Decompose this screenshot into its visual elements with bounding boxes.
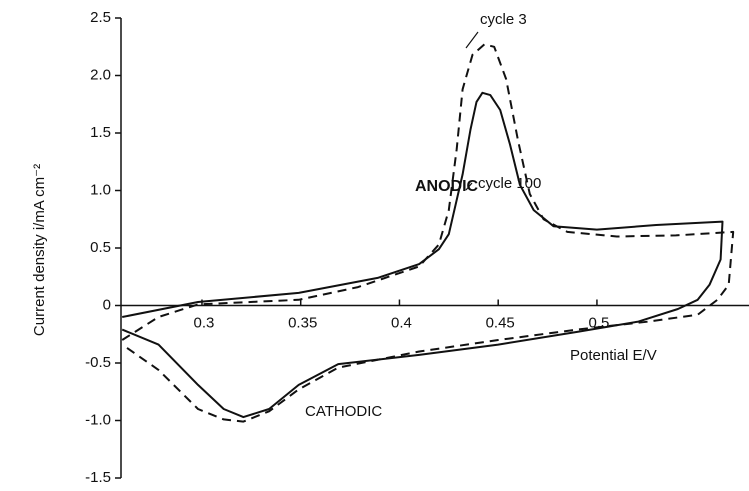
x-tick-label: 0.4	[391, 314, 412, 331]
cv-curve	[121, 43, 735, 423]
series-label: cycle 100	[478, 175, 541, 192]
y-tick-label: 0	[103, 296, 111, 313]
y-tick-label: 2.5	[90, 9, 111, 26]
leader-line	[465, 31, 479, 49]
y-tick-label: -1.5	[85, 469, 111, 486]
y-tick-label: -0.5	[85, 354, 111, 371]
y-tick-label: 1.5	[90, 124, 111, 141]
cv-curve	[121, 91, 724, 419]
x-axis-label: Potential E/V	[570, 347, 657, 364]
x-tick-label: 0.35	[288, 314, 317, 331]
y-tick-label: -1.0	[85, 411, 111, 428]
y-tick-label: 2.0	[90, 66, 111, 83]
y-tick-label: 0.5	[90, 239, 111, 256]
x-tick-label: 0.45	[486, 314, 515, 331]
y-axis-label: Current density i/mA cm⁻²	[31, 164, 48, 336]
x-tick-label: 0.3	[194, 314, 215, 331]
series-label: cycle 3	[480, 11, 527, 28]
annotation: CATHODIC	[305, 403, 382, 420]
leader-line	[465, 182, 473, 191]
annotation: ANODIC	[415, 178, 479, 195]
y-tick-label: 1.0	[90, 181, 111, 198]
